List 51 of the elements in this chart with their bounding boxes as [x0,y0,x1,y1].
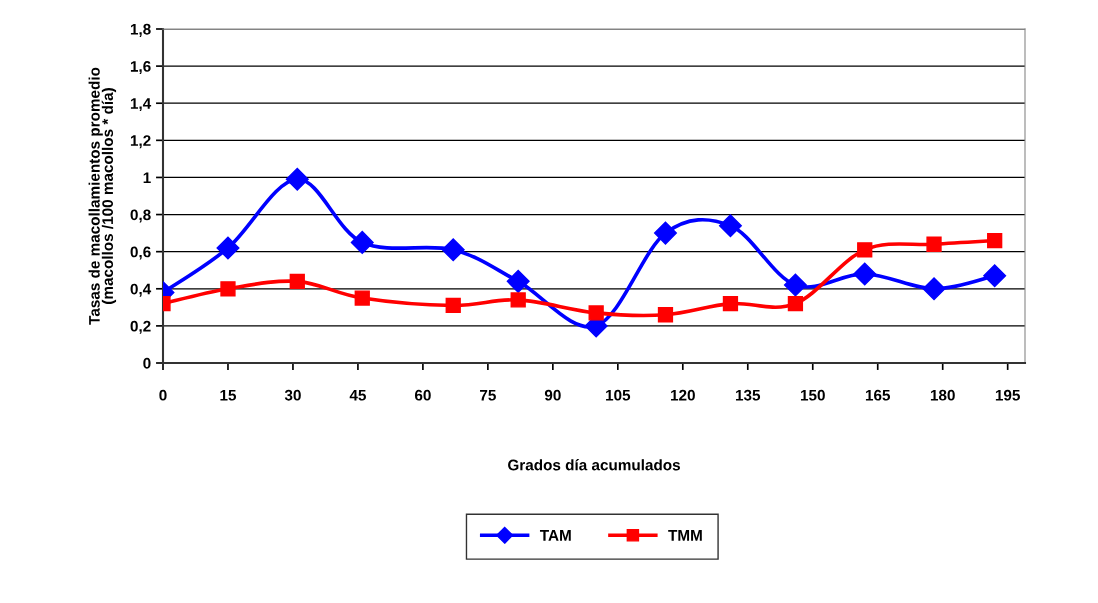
legend-label: TAM [539,530,571,541]
point [922,277,946,301]
point [783,273,807,297]
point [983,264,1007,288]
point [441,238,465,262]
x-tick-label: 105 [606,389,631,401]
x-axis-title: Grados día acumulados [508,459,680,471]
x-tick-label: 75 [480,389,496,401]
point [220,281,236,297]
point [926,236,942,252]
y-axis-title: Tasas de macollamientos promedio (macollos /100 macollos * día) [88,67,117,325]
y-tick-label: 1,8 [130,23,151,37]
x-tick-label: 90 [544,389,561,401]
point [350,230,374,254]
point [787,295,804,312]
point [285,167,309,191]
point [216,236,240,260]
point [987,232,1003,249]
y-tick-label: 1,6 [130,60,151,75]
x-tick-label: 45 [349,389,366,401]
x-tick-label: 60 [414,389,431,401]
point [653,221,677,245]
y-tick-label: 1 [143,172,151,183]
y-tick-label: 0,2 [130,320,151,334]
point [354,290,370,306]
point [588,305,604,321]
x-tick-label: 180 [930,389,955,401]
x-tick-label: 165 [865,389,891,401]
point [722,295,739,312]
x-tick-label: 0 [159,389,167,401]
point [718,214,742,238]
x-tick-label: 150 [800,389,825,401]
point [506,269,530,293]
y-tick-label: 1,2 [130,135,151,149]
point [289,273,305,289]
point [857,242,873,258]
point [657,307,674,323]
point [510,292,526,308]
y-tick-label: 0 [143,357,151,369]
x-tick-label: 120 [671,389,695,401]
x-tick-label: 135 [735,389,761,401]
x-tick-label: 195 [995,389,1020,401]
x-tick-label: 30 [284,389,301,401]
legend-label: TMM [668,530,702,541]
x-tick-label: 15 [220,389,237,401]
y-tick-label: 0,8 [130,209,151,223]
y-tick-label: 0,4 [130,283,152,297]
y-tick-label: 1,4 [130,98,152,112]
y-tick-label: 0,6 [130,246,151,260]
point [445,297,461,314]
point [853,262,877,286]
